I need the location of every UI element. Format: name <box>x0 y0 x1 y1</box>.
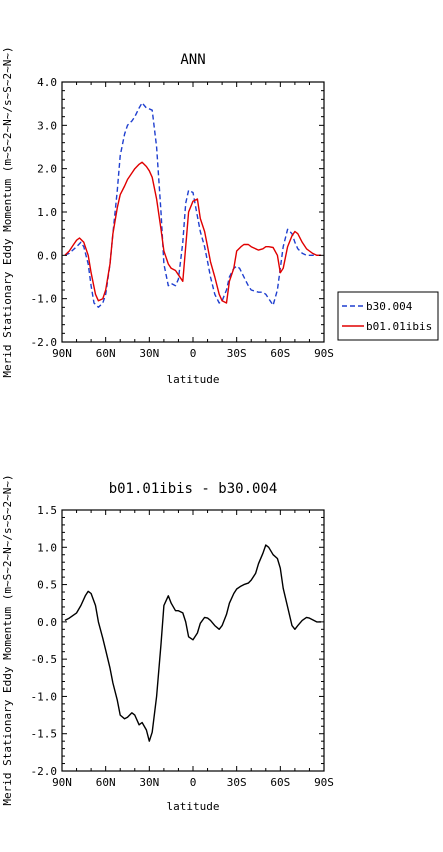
panel-difference-ticks: 90N 60N 30N 0 30S 60S 90S -2.0 -1.5 -1.0 -0.5 0.0 0.… <box>31 504 334 789</box>
y-tick-label: 1.5 <box>37 504 57 517</box>
panel-difference-ylabel: Merid Stationary Eddy Momentum (m~S~2~N~… <box>1 474 14 805</box>
panel-annual-series <box>64 102 322 308</box>
x-tick-label: 90S <box>314 776 334 789</box>
panel-annual-ylabel: Merid Stationary Eddy Momentum (m~S~2~N~… <box>1 46 14 377</box>
x-tick-label: 90S <box>314 347 334 360</box>
legend-label-b30: b30.004 <box>366 300 413 313</box>
x-tick-label: 90N <box>52 776 72 789</box>
y-tick-label: 0.5 <box>37 579 57 592</box>
legend-box <box>337 291 439 341</box>
y-tick-label: -1.0 <box>31 690 58 703</box>
y-tick-label: -2.0 <box>31 336 58 349</box>
panel-difference-xlabel: latitude <box>167 800 220 813</box>
y-tick-label: -1.0 <box>31 293 58 306</box>
series-line-difference-0 <box>64 544 322 742</box>
panel-difference-title: b01.01ibis - b30.004 <box>109 481 278 497</box>
x-tick-label: 0 <box>190 347 197 360</box>
x-tick-label: 30N <box>139 776 159 789</box>
y-tick-label: 2.0 <box>37 163 57 176</box>
x-tick-label: 60S <box>270 776 290 789</box>
x-tick-label: 30S <box>227 347 247 360</box>
panel-annual-ticks: 90N 60N 30N 0 30S 60S 90S -2.0 -1.0 0.0 1.0 2.0 3.0 4… <box>31 76 334 360</box>
x-tick-label: 0 <box>190 776 197 789</box>
x-tick-label: 60N <box>96 347 116 360</box>
y-tick-label: -0.5 <box>31 653 58 666</box>
y-tick-label: 1.0 <box>37 541 57 554</box>
x-tick-label: 90N <box>52 347 72 360</box>
y-tick-label: 0.0 <box>37 616 57 629</box>
y-tick-label: 3.0 <box>37 119 57 132</box>
series-line-annual-1 <box>64 161 322 304</box>
legend: b30.004 b01.01ibis <box>337 291 439 341</box>
x-tick-label: 30N <box>139 347 159 360</box>
y-tick-label: -1.5 <box>31 728 58 741</box>
y-tick-label: 1.0 <box>37 206 57 219</box>
panel-annual-title: ANN <box>180 52 205 68</box>
panel-difference: b01.01ibis - b30.004 90N 60N 30N 0 30S 60S 90S… <box>1 474 334 813</box>
y-tick-label: 0.0 <box>37 249 57 262</box>
legend-label-ibis: b01.01ibis <box>366 320 432 333</box>
panel-annual: ANN 90N 60N 30N 0 30S 60S 90S -2.0 -1.0 0.0 1.0 2.0… <box>1 46 439 386</box>
y-tick-label: 4.0 <box>37 76 57 89</box>
panel-difference-series <box>64 544 322 742</box>
x-tick-label: 60S <box>270 347 290 360</box>
series-line-annual-0 <box>64 102 322 308</box>
y-tick-label: -2.0 <box>31 765 58 778</box>
x-tick-label: 60N <box>96 776 116 789</box>
panel-annual-xlabel: latitude <box>167 373 220 386</box>
x-tick-label: 30S <box>227 776 247 789</box>
panel-difference-frame <box>61 509 325 772</box>
panel-annual-frame <box>61 81 325 343</box>
